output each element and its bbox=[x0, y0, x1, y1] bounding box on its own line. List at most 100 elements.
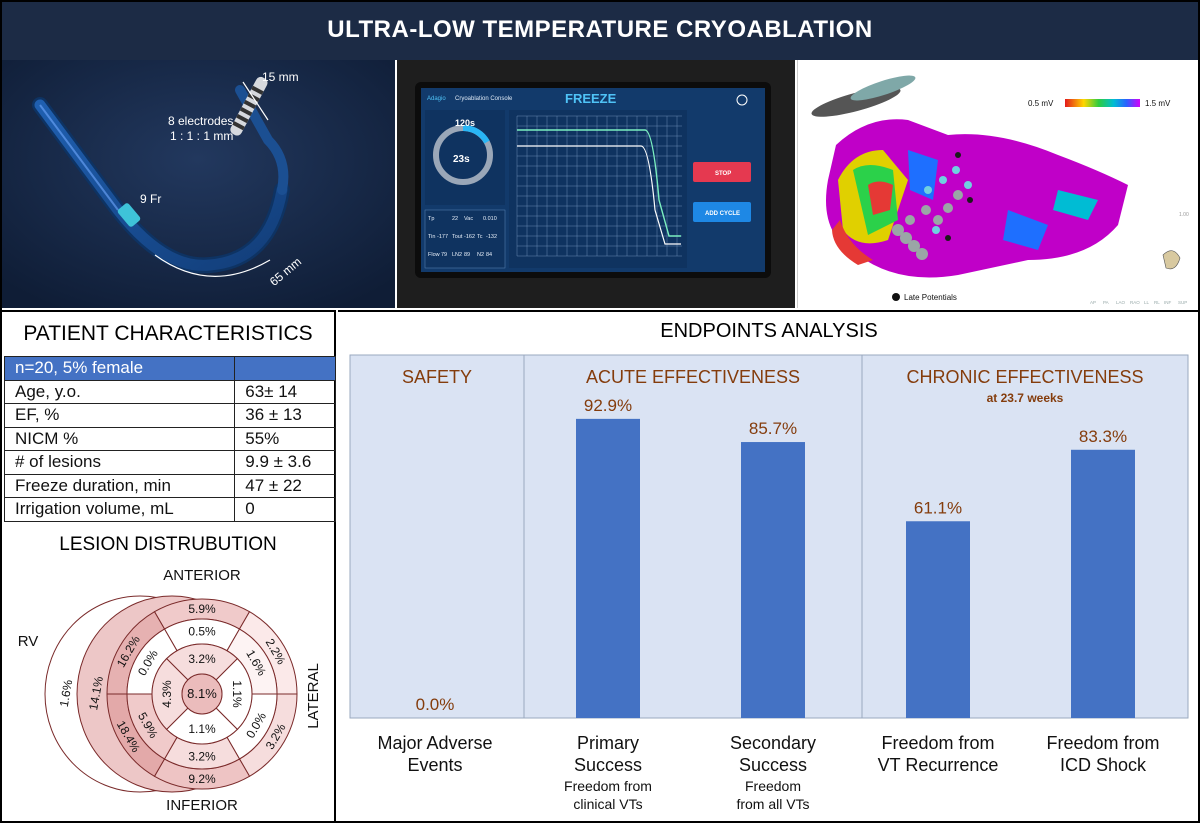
view-sup[interactable]: SUP bbox=[1178, 300, 1187, 305]
endpoint-group-panel bbox=[349, 354, 525, 719]
row-value: 9.9 ± 3.6 bbox=[234, 450, 336, 475]
console-brand: Adagio bbox=[427, 96, 446, 102]
voltage-map: 0.5 mV 1.5 mV Late Potentials 1.00 AP PA… bbox=[798, 60, 1200, 308]
console-elapsed-time: 23s bbox=[453, 154, 470, 165]
bar-4 bbox=[906, 521, 970, 718]
map-side-value: 1.00 bbox=[1179, 212, 1189, 218]
view-lao[interactable]: LAO bbox=[1116, 300, 1126, 305]
table-row: Age, y.o. 63± 14 bbox=[3, 379, 336, 404]
catheter-illustration: 15 mm 8 electrodes 1 : 1 : 1 mm 9 Fr 65 … bbox=[0, 60, 395, 308]
reading-label: Tout bbox=[452, 234, 463, 240]
endpoint-group-label: ACUTE EFFECTIVENESS bbox=[586, 367, 800, 387]
reading-label: Tin bbox=[428, 234, 435, 240]
reading-value: 89 bbox=[464, 252, 470, 258]
electrodes-spacing-label: 1 : 1 : 1 mm bbox=[170, 129, 233, 143]
reading-value: 22 bbox=[452, 216, 458, 222]
row-label: Age, y.o. bbox=[3, 379, 236, 404]
console-total-time: 120s bbox=[455, 118, 475, 128]
map-scale-max: 1.5 mV bbox=[1145, 99, 1171, 108]
view-inf[interactable]: INF bbox=[1164, 300, 1172, 305]
tip-length-label: 15 mm bbox=[262, 70, 299, 84]
lateral-label: LATERAL bbox=[305, 663, 322, 729]
map-legend-label: Late Potentials bbox=[904, 293, 957, 302]
row-value: 55% bbox=[234, 426, 336, 451]
category-label: Primary bbox=[577, 733, 639, 753]
patient-characteristics-table: n=20, 5% female Age, y.o. 63± 14 EF, % 3… bbox=[3, 356, 336, 522]
row-value: 63± 14 bbox=[234, 379, 336, 404]
mid-value: 3.2% bbox=[188, 750, 216, 764]
apical-value: 3.2% bbox=[188, 652, 216, 666]
endpoints-panel: ENDPOINTS ANALYSIS SAFETY ACUTE EFFECTIVE… bbox=[338, 310, 1200, 823]
console-screen: Adagio Cryoablation Console FREEZE 120s … bbox=[397, 60, 795, 308]
reading-value: -162 bbox=[464, 234, 475, 240]
reading-label: Vac bbox=[464, 216, 473, 222]
reading-value: 79 bbox=[441, 252, 447, 258]
apical-value: 4.3% bbox=[160, 680, 174, 708]
rv-value: 1.6% bbox=[57, 678, 76, 708]
reading-label: N2 bbox=[477, 252, 484, 258]
table-header-row: n=20, 5% female bbox=[3, 356, 336, 381]
bullseye-segments: 5.9%2.2%3.2%9.2%18.4%16.2%0.5%1.6%0.0%3.… bbox=[106, 598, 298, 790]
reading-label: Tc bbox=[477, 234, 483, 240]
row-label: EF, % bbox=[3, 403, 236, 428]
row-label: Irrigation volume, mL bbox=[3, 497, 236, 522]
row-value: 0 bbox=[234, 497, 336, 522]
basal-value: 5.9% bbox=[188, 602, 216, 616]
console-mode: FREEZE bbox=[565, 91, 617, 106]
table-row: # of lesions 9.9 ± 3.6 bbox=[3, 450, 336, 475]
reading-label: Flow bbox=[428, 252, 440, 258]
reading-value: -132 bbox=[486, 234, 497, 240]
category-label: Secondary bbox=[730, 733, 816, 753]
bar-value-label: 85.7% bbox=[749, 419, 797, 438]
category-label: Success bbox=[739, 755, 807, 775]
row-label: NICM % bbox=[3, 426, 236, 451]
category-sublabel: from all VTs bbox=[736, 796, 809, 812]
bar-value-label: 61.1% bbox=[914, 498, 962, 517]
stop-button[interactable] bbox=[693, 162, 751, 182]
bar-value-label: 0.0% bbox=[416, 695, 455, 714]
patient-panel: PATIENT CHARACTERISTICS n=20, 5% female … bbox=[0, 310, 336, 823]
apical-value: 1.1% bbox=[230, 680, 244, 708]
bar-value-label: 92.9% bbox=[584, 396, 632, 415]
reading-label: Tp bbox=[428, 216, 434, 222]
category-sublabel: Freedom from bbox=[564, 778, 652, 794]
apical-value: 1.1% bbox=[188, 722, 216, 736]
reading-value: 0.010 bbox=[483, 216, 497, 222]
row-label: # of lesions bbox=[3, 450, 236, 475]
reading-value: 84 bbox=[486, 252, 492, 258]
bar-3 bbox=[741, 442, 805, 718]
category-label: Freedom from bbox=[881, 733, 994, 753]
view-pa[interactable]: PA bbox=[1103, 300, 1109, 305]
lesion-distribution-title: LESION DISTRUBUTION bbox=[59, 534, 277, 555]
add-cycle-button[interactable] bbox=[693, 202, 751, 222]
voltage-map-photo: 0.5 mV 1.5 mV Late Potentials 1.00 AP PA… bbox=[797, 60, 1200, 308]
bar-5 bbox=[1071, 449, 1135, 718]
category-label: Freedom from bbox=[1046, 733, 1159, 753]
view-rl[interactable]: RL bbox=[1154, 300, 1160, 305]
late-potentials-dot-icon bbox=[892, 293, 900, 301]
view-ll[interactable]: LL bbox=[1144, 300, 1150, 305]
bar-value-label: 83.3% bbox=[1079, 427, 1127, 446]
endpoint-group-label: CHRONIC EFFECTIVENESS bbox=[906, 367, 1143, 387]
endpoints-title: ENDPOINTS ANALYSIS bbox=[660, 320, 878, 342]
apex-value: 8.1% bbox=[187, 686, 217, 701]
bar-2 bbox=[576, 418, 640, 718]
table-row: Irrigation volume, mL 0 bbox=[3, 497, 336, 522]
view-ap[interactable]: AP bbox=[1090, 300, 1096, 305]
category-label: ICD Shock bbox=[1060, 755, 1147, 775]
reading-value: -177 bbox=[437, 234, 448, 240]
endpoint-group-sublabel: at 23.7 weeks bbox=[987, 391, 1064, 405]
bullseye-diagram: ANTERIOR INFERIOR LATERAL RV 1.6% 14.1% … bbox=[18, 567, 322, 814]
category-label: Events bbox=[407, 755, 462, 775]
patient-characteristics-title: PATIENT CHARACTERISTICS bbox=[23, 322, 313, 345]
map-scale-min: 0.5 mV bbox=[1028, 99, 1054, 108]
orientation-heart-icon bbox=[1162, 250, 1181, 270]
page-title: ULTRA-LOW TEMPERATURE CRYOABLATION bbox=[0, 0, 1200, 60]
category-sublabel: Freedom bbox=[745, 778, 801, 794]
inferior-label: INFERIOR bbox=[166, 797, 238, 814]
row-value: 47 ± 22 bbox=[234, 473, 336, 498]
view-rao[interactable]: RAO bbox=[1130, 300, 1140, 305]
rv-label: RV bbox=[18, 633, 39, 650]
apex-segment bbox=[181, 673, 223, 715]
row-label: Freeze duration, min bbox=[3, 473, 236, 498]
